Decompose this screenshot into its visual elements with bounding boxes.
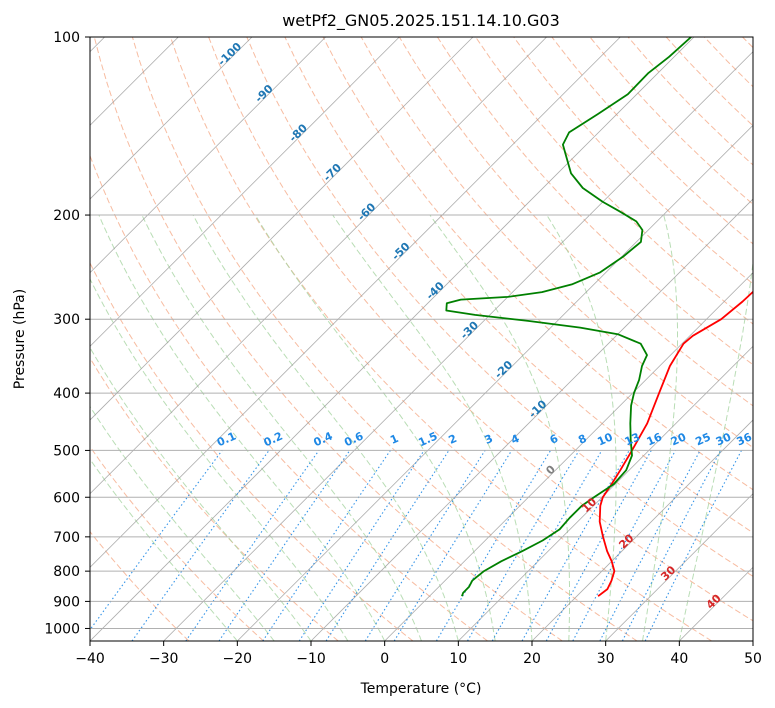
- y-tick-label: 900: [53, 594, 80, 610]
- moist-adiabat: [254, 214, 496, 641]
- mixing-ratio-label: 25: [693, 430, 712, 448]
- x-tick-label: −10: [296, 651, 326, 667]
- y-tick-label: 300: [53, 312, 80, 328]
- moist-adiabat: [90, 346, 312, 641]
- x-axis-label: Temperature (°C): [360, 681, 482, 697]
- mixing-ratio-label: 10: [595, 430, 615, 448]
- isotherm-line: [163, 51, 753, 641]
- x-tick-label: 50: [744, 651, 762, 667]
- moist-adiabat: [332, 214, 533, 641]
- y-tick-label: 600: [53, 490, 80, 506]
- mixing-ratio-label: 13: [623, 430, 642, 448]
- y-tick-label: 700: [53, 530, 80, 546]
- y-tick-label: 100: [53, 30, 80, 46]
- isotherm-line: [310, 198, 753, 641]
- mixing-ratio-line: [218, 450, 351, 641]
- x-tick-label: −30: [149, 651, 179, 667]
- moist-adiabat: [192, 214, 459, 641]
- isotherm-line: [90, 37, 474, 421]
- x-tick-label: 30: [597, 651, 615, 667]
- moist-adiabat: [678, 258, 753, 641]
- dry-adiabat: [90, 357, 339, 641]
- y-tick-label: 200: [53, 208, 80, 224]
- moist-adiabat: [90, 277, 349, 641]
- dry-adiabat: [90, 445, 264, 641]
- dry-adiabat: [208, 37, 753, 622]
- dry-adiabat: [360, 37, 753, 449]
- dry-adiabat: [513, 37, 753, 285]
- isotherm-line: [458, 345, 753, 641]
- isotherm-line: [237, 124, 753, 641]
- mixing-ratio-label: 36: [735, 430, 755, 448]
- dry-adiabat: [246, 37, 753, 577]
- chart-title: wetPf2_GN05.2025.151.14.10.G03: [282, 11, 560, 31]
- mixing-ratio-line: [545, 450, 652, 641]
- dry-adiabat: [93, 37, 563, 641]
- y-tick-label: 800: [53, 564, 80, 580]
- y-tick-label: 1000: [44, 621, 80, 637]
- dry-adiabat: [284, 37, 753, 534]
- mixing-ratio-line: [262, 450, 391, 641]
- dry-adiabat: [90, 154, 488, 641]
- moist-adiabat: [546, 214, 617, 641]
- plot-frame: [89, 36, 754, 642]
- y-tick-label: 400: [53, 386, 80, 402]
- dry-adiabat: [436, 37, 753, 366]
- isotherm-line: [90, 37, 547, 495]
- mixing-ratio-line: [621, 450, 722, 641]
- mixing-ratio-line: [644, 450, 742, 641]
- x-tick-label: 0: [380, 651, 389, 667]
- mixing-ratio-line: [572, 450, 676, 641]
- mixing-ratio-line: [393, 450, 513, 641]
- y-axis-label: Pressure (hPa): [12, 289, 28, 389]
- dewpoint-profile-line: [445, 37, 692, 597]
- dry-adiabat: [131, 37, 638, 641]
- mixing-ratio-line: [131, 450, 270, 641]
- x-tick-label: 10: [449, 651, 467, 667]
- moist-adiabat: [141, 214, 422, 641]
- moist-adiabat: [90, 458, 238, 641]
- dry-adiabat: [398, 37, 753, 407]
- mixing-ratio-label: 16: [645, 430, 665, 448]
- dry-adiabat: [90, 530, 190, 641]
- isotherm-line: [90, 37, 326, 274]
- isotherm-line: [90, 37, 621, 568]
- isotherm-line: [90, 37, 400, 347]
- x-tick-label: −40: [75, 651, 105, 667]
- isotherm-line: [531, 419, 753, 641]
- x-tick-label: −20: [223, 651, 253, 667]
- x-tick-label: 20: [523, 651, 541, 667]
- mixing-ratio-line: [325, 450, 450, 641]
- mixing-ratio-label: 20: [669, 430, 689, 448]
- x-tick-label: 40: [670, 651, 688, 667]
- mixing-ratio-line: [185, 450, 320, 641]
- mixing-ratio-line: [90, 450, 223, 631]
- y-tick-label: 500: [53, 443, 80, 459]
- dry-adiabat: [170, 37, 712, 641]
- temperature-profile-line: [597, 290, 753, 597]
- mixing-ratio-label: 30: [714, 430, 734, 448]
- isotherm-line: [384, 272, 753, 641]
- isotherm-line: [90, 37, 253, 200]
- isotherm-line: [90, 37, 695, 641]
- mixing-ratio-line: [298, 450, 425, 641]
- isotherm-line: [605, 493, 753, 641]
